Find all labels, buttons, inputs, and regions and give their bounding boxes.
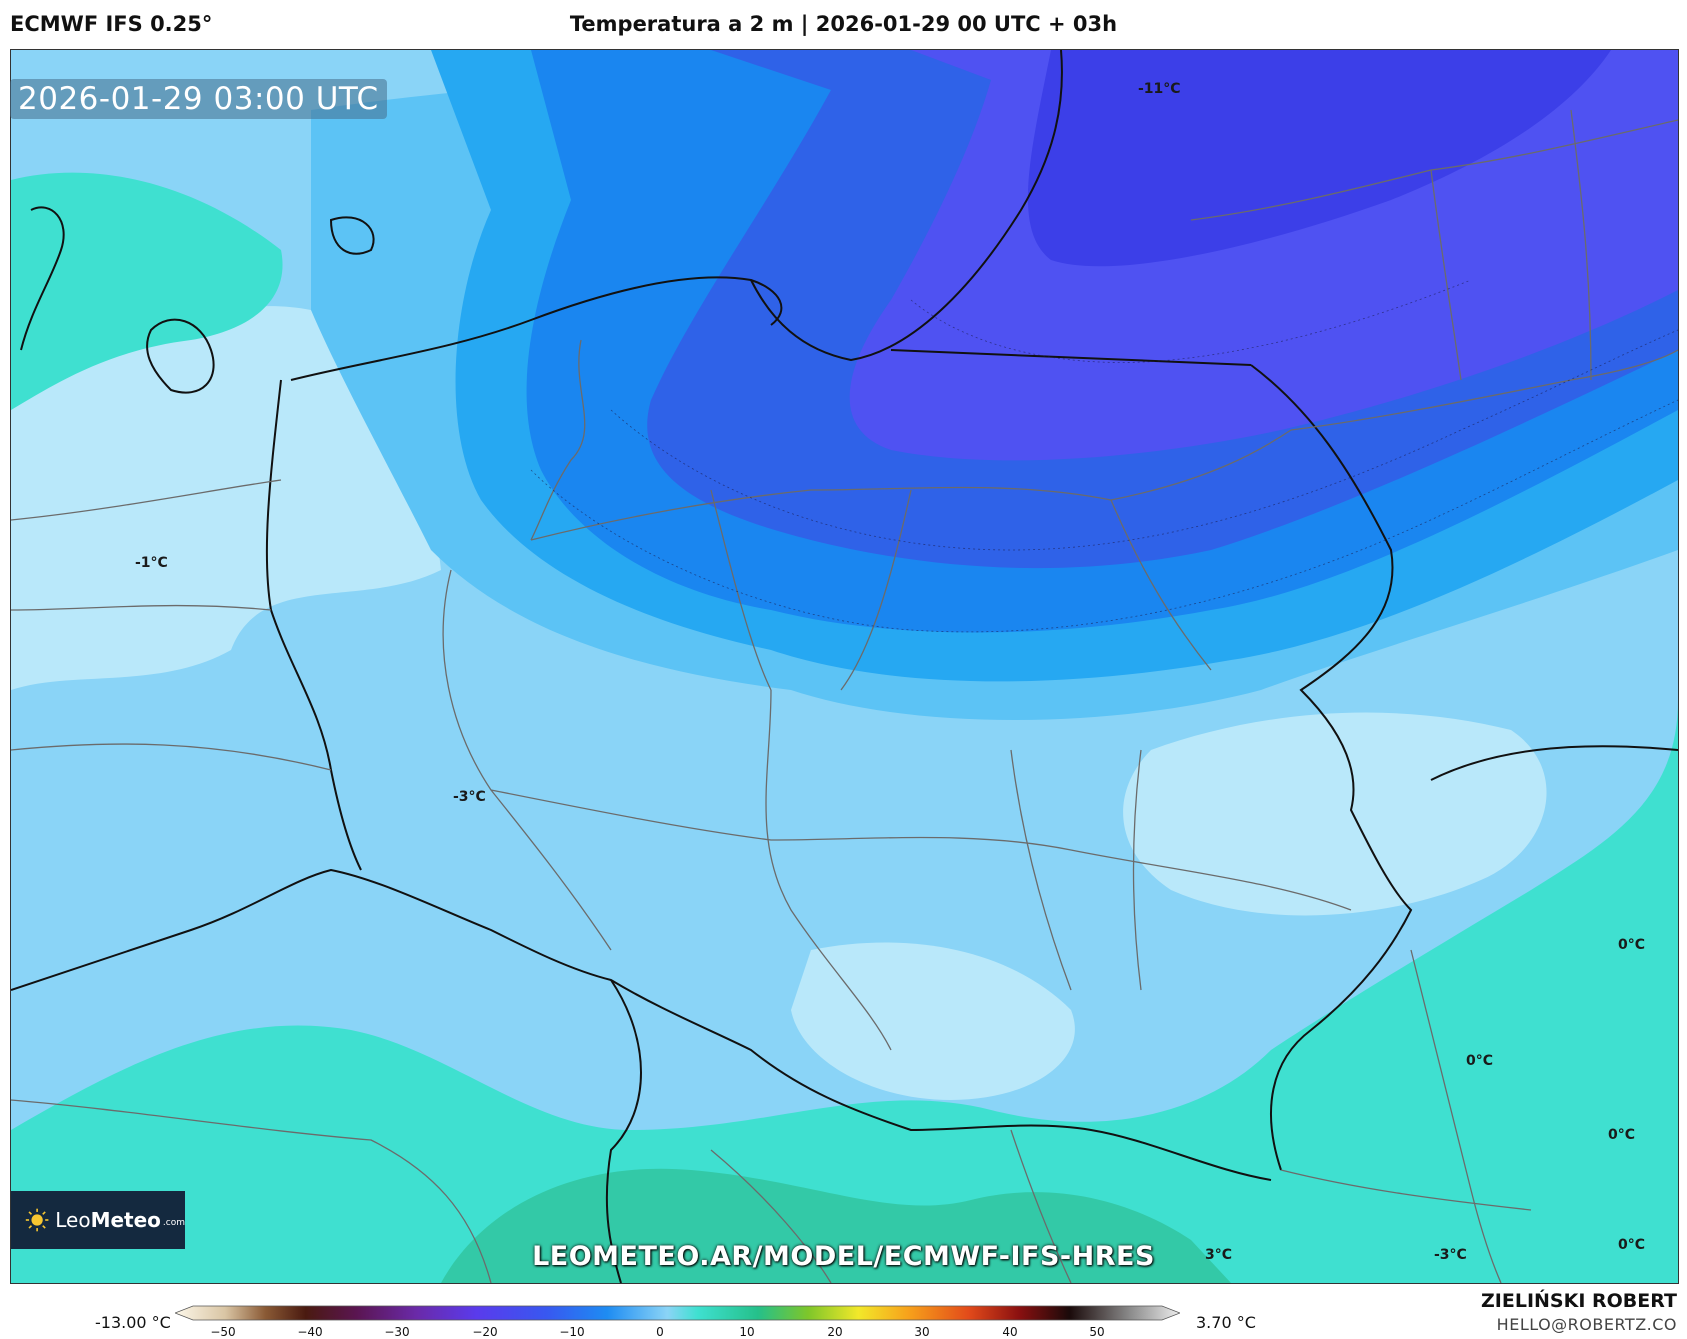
colorbar-tick: 10 xyxy=(739,1325,755,1339)
colorbar-tick: −10 xyxy=(559,1325,585,1339)
colorbar-tick: −20 xyxy=(472,1325,498,1339)
light-band-northwest xyxy=(11,306,441,690)
temperature-map[interactable]: -11°C -1°C -3°C 0°C 0°C 0°C 0°C 3°C -3°C xyxy=(10,49,1679,1284)
temp-zone-turquoise xyxy=(11,700,1678,1283)
colorbar-tick: −30 xyxy=(384,1325,410,1339)
colorbar-tick: −50 xyxy=(210,1325,236,1339)
colorbar-tick: 20 xyxy=(827,1325,843,1339)
colorbar-tick: 0 xyxy=(656,1325,664,1339)
colorbar-tick: −40 xyxy=(297,1325,323,1339)
temp-zone-coldest xyxy=(1027,50,1611,267)
leometeo-logo[interactable]: LeoMeteo .com xyxy=(11,1191,185,1249)
colorbar-tick: 30 xyxy=(914,1325,930,1339)
coastlines xyxy=(11,50,1678,1283)
isotherm-label: -3°C xyxy=(453,789,486,805)
isotherm-label: 3°C xyxy=(1205,1247,1233,1263)
temp-zone-green xyxy=(441,1168,1231,1283)
isotherm-label: -11°C xyxy=(1138,81,1181,97)
colorbar-tick: 50 xyxy=(1089,1325,1105,1339)
model-name: ECMWF IFS 0.25° xyxy=(10,12,213,36)
light-patch-east xyxy=(1123,712,1547,916)
isotherm-label: 0°C xyxy=(1618,1237,1646,1253)
temp-zone-turquoise-nw xyxy=(11,172,283,410)
timestamp-badge: 2026-01-29 03:00 UTC xyxy=(10,79,387,119)
isotherm-label: 0°C xyxy=(1608,1127,1636,1143)
sun-icon xyxy=(25,1208,49,1232)
admin-borders xyxy=(11,109,1678,1283)
logo-name: LeoMeteo xyxy=(55,1208,161,1232)
colorbar-min-label: -13.00 °C xyxy=(95,1313,171,1332)
isotherm-label: -3°C xyxy=(1434,1247,1467,1263)
isotherm-label: 0°C xyxy=(1618,937,1646,953)
colorbar-tick: 40 xyxy=(1002,1325,1018,1339)
source-url[interactable]: LEOMETEO.AR/MODEL/ECMWF-IFS-HRES xyxy=(532,1241,1155,1272)
colorbar-max-label: 3.70 °C xyxy=(1196,1313,1256,1332)
map-title: Temperatura a 2 m | 2026-01-29 00 UTC + … xyxy=(569,12,1118,36)
colorbar-ticks: −50 −40 −30 −20 −10 0 10 20 30 40 50 xyxy=(0,1325,1687,1339)
logo-domain: .com xyxy=(162,1218,185,1228)
light-patch-center xyxy=(791,942,1075,1100)
isotherm-label: 0°C xyxy=(1466,1053,1494,1069)
colorbar xyxy=(175,1305,1180,1321)
isotherms xyxy=(530,279,1678,633)
map-canvas xyxy=(11,50,1678,1283)
isotherm-label: -1°C xyxy=(135,555,168,571)
author-name: ZIELIŃSKI ROBERT xyxy=(1481,1290,1677,1312)
author-email[interactable]: HELLO@ROBERTZ.CO xyxy=(1496,1315,1677,1334)
